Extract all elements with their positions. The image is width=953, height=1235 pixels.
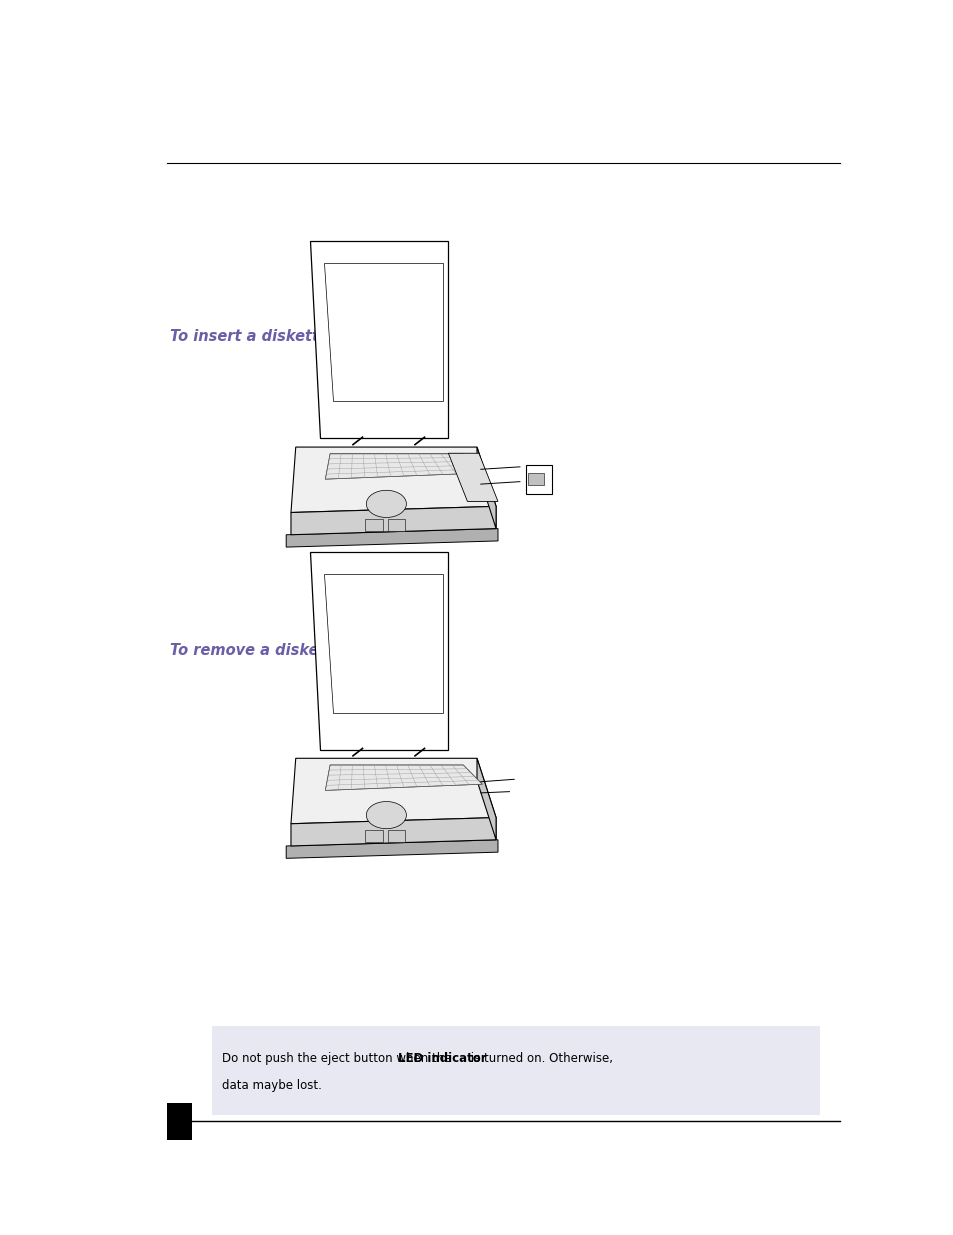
Bar xyxy=(388,519,405,531)
Polygon shape xyxy=(325,453,482,479)
Bar xyxy=(167,1103,192,1140)
Text: To insert a diskette: To insert a diskette xyxy=(170,329,329,343)
FancyBboxPatch shape xyxy=(212,1026,820,1115)
Bar xyxy=(525,464,552,494)
Polygon shape xyxy=(291,447,496,513)
Bar xyxy=(388,830,405,842)
Text: is turned on. Otherwise,: is turned on. Otherwise, xyxy=(467,1052,613,1066)
Polygon shape xyxy=(476,758,496,840)
Polygon shape xyxy=(291,758,496,824)
Polygon shape xyxy=(291,818,496,846)
Text: data maybe lost.: data maybe lost. xyxy=(222,1079,322,1093)
Polygon shape xyxy=(325,764,482,790)
Polygon shape xyxy=(310,552,448,750)
Ellipse shape xyxy=(366,802,406,829)
Polygon shape xyxy=(291,506,496,535)
Bar xyxy=(527,473,543,485)
Polygon shape xyxy=(286,840,497,858)
Polygon shape xyxy=(310,241,448,438)
Text: Do not push the eject button when the: Do not push the eject button when the xyxy=(222,1052,455,1066)
Text: LED indicator: LED indicator xyxy=(397,1052,486,1066)
Text: To remove a diskette: To remove a diskette xyxy=(170,643,342,658)
Polygon shape xyxy=(286,529,497,547)
Polygon shape xyxy=(323,574,442,713)
Bar xyxy=(365,519,382,531)
Polygon shape xyxy=(323,263,442,401)
Ellipse shape xyxy=(366,490,406,517)
Polygon shape xyxy=(448,453,497,501)
Bar xyxy=(365,830,382,842)
Polygon shape xyxy=(476,447,496,529)
